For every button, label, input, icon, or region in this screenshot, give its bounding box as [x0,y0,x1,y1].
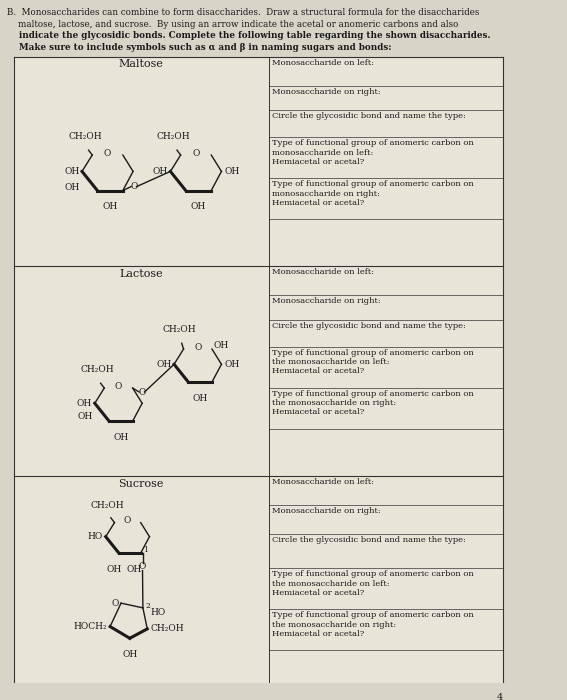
Text: Monosaccharide on right:: Monosaccharide on right: [273,507,381,515]
Text: Type of functional group of anomeric carbon on
the monosaccharide on left:
Hemia: Type of functional group of anomeric car… [273,349,474,375]
Text: O: O [194,342,201,351]
Text: OH: OH [126,565,142,574]
Text: Maltose: Maltose [119,60,164,69]
Text: HOCH₂: HOCH₂ [74,622,107,631]
Text: CH₂OH: CH₂OH [150,624,184,634]
Text: Type of functional group of anomeric carbon on
the monosaccharide on right:
Hemi: Type of functional group of anomeric car… [273,390,474,416]
Text: Monosaccharide on right:: Monosaccharide on right: [273,298,381,305]
Text: OH: OH [64,167,79,176]
Text: Lactose: Lactose [120,269,163,279]
Text: O: O [124,516,132,525]
Text: CH₂OH: CH₂OH [68,132,101,141]
Text: O: O [112,598,119,608]
Text: OH: OH [214,341,229,350]
Text: O: O [139,562,146,571]
Text: Circle the glycosidic bond and name the type:: Circle the glycosidic bond and name the … [273,536,467,545]
Text: O: O [115,382,122,391]
Text: Make sure to include symbols such as α and β in naming sugars and bonds:: Make sure to include symbols such as α a… [7,43,392,52]
Text: Circle the glycosidic bond and name the type:: Circle the glycosidic bond and name the … [273,112,467,120]
Text: O: O [192,148,200,158]
Text: Monosaccharide on left:: Monosaccharide on left: [273,268,375,276]
Text: OH: OH [193,393,208,402]
Text: B.  Monosaccharides can combine to form disaccharides.  Draw a structural formul: B. Monosaccharides can combine to form d… [7,8,480,17]
Text: HO: HO [88,532,103,541]
Text: OH: OH [156,360,171,369]
Text: CH₂OH: CH₂OH [90,501,124,510]
Text: OH: OH [103,202,118,211]
Text: CH₂OH: CH₂OH [162,326,196,335]
Text: Type of functional group of anomeric carbon on
monosaccharide on right:
Hemiacet: Type of functional group of anomeric car… [273,181,474,206]
Text: Type of functional group of anomeric carbon on
the monosaccharide on left:
Hemia: Type of functional group of anomeric car… [273,570,474,597]
Text: 4: 4 [497,693,503,700]
Text: O: O [130,182,137,191]
Text: HO: HO [150,608,166,617]
Text: Sucrose: Sucrose [119,479,164,489]
Text: 1: 1 [143,546,149,554]
Text: CH₂OH: CH₂OH [156,132,190,141]
Text: Monosaccharide on left:: Monosaccharide on left: [273,59,375,66]
Text: OH: OH [122,650,137,659]
Text: OH: OH [153,167,168,176]
Text: O: O [138,389,146,398]
Text: OH: OH [224,360,239,369]
Text: OH: OH [78,412,93,421]
Text: OH: OH [77,399,92,408]
Text: maltose, lactose, and sucrose.  By using an arrow indicate the acetal or anomeri: maltose, lactose, and sucrose. By using … [7,20,459,29]
Text: CH₂OH: CH₂OH [80,365,114,375]
Text: OH: OH [191,202,206,211]
Text: OH: OH [113,433,129,442]
Text: O: O [104,148,111,158]
Text: Type of functional group of anomeric carbon on
monosaccharide on left:
Hemiaceta: Type of functional group of anomeric car… [273,139,474,166]
Text: Monosaccharide on left:: Monosaccharide on left: [273,478,375,486]
Text: 2: 2 [146,602,150,610]
Text: OH: OH [65,183,80,192]
Text: OH: OH [224,167,239,176]
Text: indicate the glycosidic bonds. Complete the following table regarding the shown : indicate the glycosidic bonds. Complete … [7,32,491,40]
Text: Monosaccharide on right:: Monosaccharide on right: [273,88,381,96]
Text: Type of functional group of anomeric carbon on
the monosaccharide on right:
Hemi: Type of functional group of anomeric car… [273,611,474,638]
Text: OH: OH [107,565,122,574]
Text: Circle the glycosidic bond and name the type:: Circle the glycosidic bond and name the … [273,322,467,330]
